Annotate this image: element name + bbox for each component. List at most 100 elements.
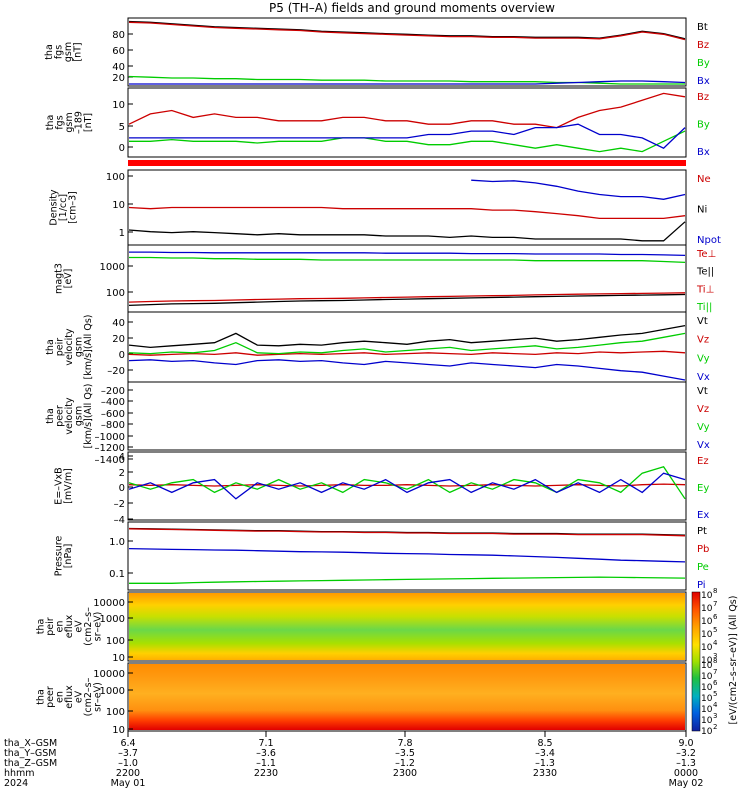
legend-Vy: Vy bbox=[697, 422, 710, 433]
y-axis-label: velocity bbox=[64, 328, 75, 366]
spectrogram-fill bbox=[129, 664, 685, 730]
y-tick-label: 0.1 bbox=[109, 569, 125, 580]
y-axis-label: peer bbox=[55, 405, 66, 427]
y-axis-label: [1/cc] bbox=[58, 194, 69, 221]
plot-title: P5 (TH–A) fields and ground moments over… bbox=[269, 1, 555, 15]
x-row-value: 2230 bbox=[254, 768, 278, 779]
panel-frame bbox=[127, 87, 687, 158]
red-separator-bar bbox=[128, 160, 686, 166]
series-By bbox=[128, 75, 685, 85]
y-tick-label: 1000 bbox=[100, 686, 125, 697]
y-axis-label: [km/s](All Qs) bbox=[83, 315, 94, 380]
x-row-label: tha_Y–GSM bbox=[4, 748, 56, 759]
colorbar-tick-exp: 7 bbox=[713, 600, 717, 608]
x-row-value: –1.3 bbox=[676, 758, 696, 769]
x-row-value: –3.5 bbox=[395, 748, 415, 759]
y-tick-label: –1400 bbox=[95, 455, 125, 466]
y-axis-label: tha bbox=[36, 689, 47, 705]
legend-Ni: Ni bbox=[697, 205, 707, 216]
x-row-value: 2330 bbox=[533, 768, 557, 779]
legend-Pe: Pe bbox=[697, 562, 709, 573]
panel-frame bbox=[127, 591, 687, 662]
y-tick-label: –800 bbox=[101, 420, 125, 431]
colorbar-tick-exp: 6 bbox=[713, 613, 718, 621]
y-axis-label: (cm2–s– bbox=[83, 607, 94, 646]
colorbar-tick-exp: 7 bbox=[713, 668, 717, 676]
x-row-value: 6.4 bbox=[120, 738, 135, 749]
y-axis-label: sr–eV) bbox=[93, 682, 104, 712]
x-row-value: –3.4 bbox=[535, 748, 555, 759]
series-Vt bbox=[128, 324, 686, 349]
y-axis-label: [mV/m] bbox=[63, 468, 74, 504]
y-axis-label: en bbox=[55, 691, 66, 703]
colorbar-tick-exp: 4 bbox=[713, 639, 718, 647]
series-Pe bbox=[129, 576, 686, 584]
colorbar-tick: 10 bbox=[701, 591, 713, 601]
legend-Ez: Ez bbox=[697, 456, 709, 467]
series-By bbox=[129, 130, 686, 153]
y-axis-label: [cm–3] bbox=[68, 191, 79, 224]
legend-Vt: Vt bbox=[697, 386, 708, 397]
y-tick-label: 10000 bbox=[93, 669, 125, 680]
x-row-value: 9.0 bbox=[678, 738, 693, 749]
x-row-value: –3.7 bbox=[118, 748, 138, 759]
colorbar-tick: 10 bbox=[701, 672, 713, 682]
panel-frame bbox=[127, 17, 687, 87]
y-tick-label: –4 bbox=[114, 515, 125, 526]
x-row-value: –1.1 bbox=[256, 758, 276, 769]
series-Pb bbox=[128, 528, 686, 537]
y-tick-label: 1000 bbox=[100, 614, 125, 625]
colorbar-tick-exp: 6 bbox=[713, 679, 718, 687]
panel-frame bbox=[127, 521, 687, 591]
colorbar-tick: 10 bbox=[701, 630, 713, 640]
colorbar-tick: 10 bbox=[701, 617, 713, 627]
legend-Vt: Vt bbox=[697, 316, 708, 327]
y-tick-label: –200 bbox=[101, 386, 125, 397]
series-Ti|| bbox=[129, 256, 686, 264]
x-row-value: –1.0 bbox=[118, 758, 138, 769]
legend-Vz: Vz bbox=[697, 404, 709, 415]
x-row-value: May 01 bbox=[111, 778, 146, 789]
series-Ey bbox=[128, 466, 686, 500]
series-Bz bbox=[128, 21, 686, 41]
y-axis-label: eflux bbox=[64, 685, 75, 709]
colorbar-tick: 10 bbox=[701, 716, 713, 726]
x-axis-labels: tha_X–GSM 6.4 7.1 7.8 8.5 9.0 tha_Y–GSM –3.7 –3.… bbox=[4, 731, 703, 789]
x-row-value: 0000 bbox=[674, 768, 698, 779]
panel-frame bbox=[127, 662, 687, 732]
y-axis-label: gsm bbox=[63, 42, 74, 62]
legend-Bx: Bx bbox=[697, 147, 710, 158]
legend-Vx: Vx bbox=[697, 372, 710, 383]
x-row-value: 2300 bbox=[393, 768, 417, 779]
y-tick-label: 0 bbox=[119, 143, 125, 154]
legend-Te⊥: Te⊥ bbox=[696, 249, 716, 260]
y-tick-label: 10 bbox=[112, 725, 125, 736]
y-tick-label: 4 bbox=[119, 452, 125, 463]
panel-peer-velocity: –200–400–600–800–1000–1200–1400 thapeerve… bbox=[45, 381, 710, 466]
colorbar-tick-exp: 4 bbox=[713, 701, 718, 709]
legend-Vy: Vy bbox=[697, 353, 710, 364]
panel-peer-spectrogram: 10000 1000 100 10 thapeerenefluxeV(cm2–s–sr–… bbox=[36, 662, 687, 736]
y-tick-label: –2 bbox=[114, 499, 125, 510]
x-row-value: 7.1 bbox=[258, 738, 273, 749]
series-Npot bbox=[471, 179, 686, 200]
y-axis-label: peir bbox=[45, 617, 56, 636]
colorbar-tick: 10 bbox=[701, 727, 713, 737]
legend-Vx: Vx bbox=[697, 440, 710, 451]
panel-density: 100 10 1 Density[1/cc][cm–3] Ne Ni Npot bbox=[49, 169, 721, 246]
y-tick-label: 20 bbox=[112, 73, 125, 84]
colorbar-tick: 10 bbox=[701, 683, 713, 693]
colorbar-tick-exp: 2 bbox=[713, 723, 717, 731]
series-Bt bbox=[128, 20, 686, 40]
y-tick-label: –1000 bbox=[95, 432, 125, 443]
legend-Ne: Ne bbox=[697, 174, 711, 185]
y-axis-label: tha bbox=[45, 408, 56, 424]
colorbar-tick: 10 bbox=[701, 656, 713, 666]
y-tick-label: 40 bbox=[112, 318, 125, 329]
y-axis-label: gsm bbox=[74, 337, 85, 357]
colorbar-tick-exp: 5 bbox=[713, 626, 717, 634]
y-axis-label: eV bbox=[74, 620, 85, 633]
y-axis-label: Pressure bbox=[53, 536, 64, 577]
